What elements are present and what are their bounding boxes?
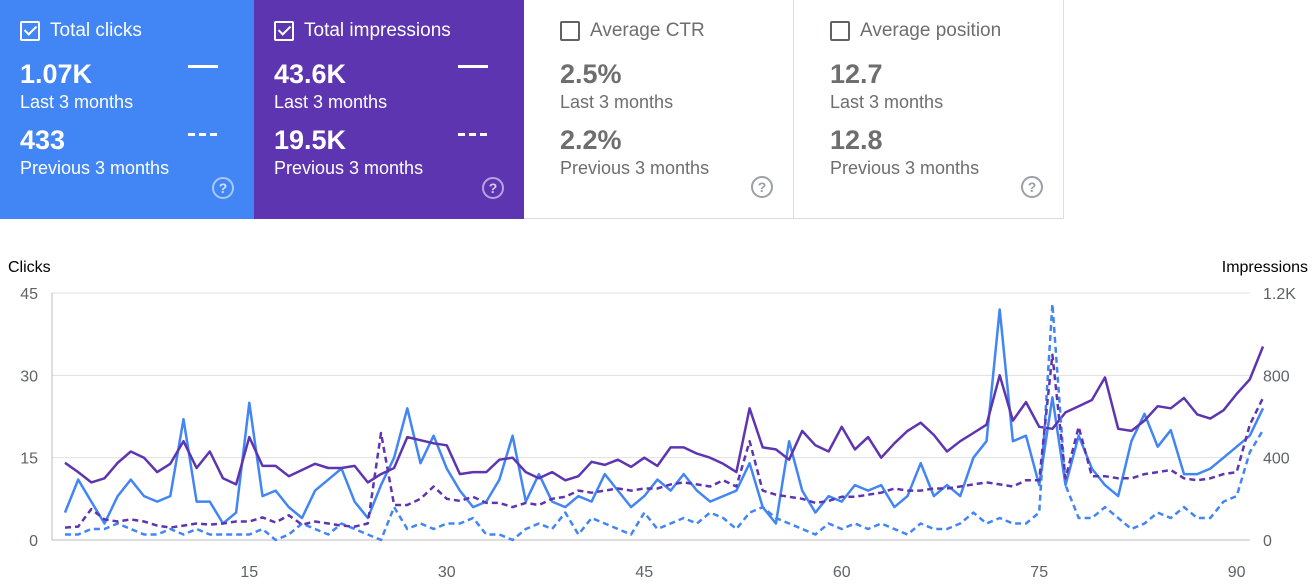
solid-line-legend-icon	[458, 65, 488, 68]
y-tick-label: 30	[20, 368, 38, 385]
help-icon[interactable]: ?	[482, 177, 504, 199]
series-lines	[63, 302, 1265, 542]
metric-previous-period: Previous 3 months	[830, 158, 980, 178]
solid-line-legend-icon	[188, 65, 218, 68]
help-icon[interactable]: ?	[1021, 176, 1043, 198]
y-tick-label: 0	[29, 533, 38, 550]
metric-period: Last 3 months	[560, 92, 674, 112]
card-total-impressions[interactable]: Total impressions 43.6K Last 3 months 19…	[254, 0, 524, 219]
card-title: Average position	[860, 20, 1002, 41]
x-tick-label: 60	[833, 564, 851, 581]
metric-period: Last 3 months	[274, 92, 388, 112]
clicks-series-line	[63, 308, 1265, 525]
metric-cards: Total clicks 1.07K Last 3 months 433 Pre…	[0, 0, 1064, 219]
card-average-position[interactable]: Average position 12.7 Last 3 months 12.8…	[794, 0, 1064, 219]
help-icon[interactable]: ?	[212, 177, 234, 199]
metric-period: Last 3 months	[20, 92, 134, 112]
dashed-line-legend-icon	[188, 133, 218, 136]
metric-value: 43.6K	[274, 59, 347, 89]
y-tick-label: 45	[20, 286, 38, 303]
axis-labels: Clicks Impressions 0 15 30 45 0 400 800 1.2K 15 3…	[8, 259, 1308, 581]
metric-value: 1.07K	[20, 59, 93, 89]
impressions-series-line	[64, 346, 1265, 486]
card-title: Average CTR	[590, 20, 705, 41]
y2-axis-label: Impressions	[1222, 259, 1308, 276]
card-title: Total impressions	[304, 20, 451, 41]
metric-value: 12.7	[830, 59, 883, 89]
checkbox-unchecked-icon[interactable]	[560, 21, 580, 41]
y-tick-label: 15	[20, 451, 38, 468]
metric-period: Last 3 months	[830, 92, 944, 112]
impressions-previous-series-line	[64, 353, 1265, 529]
help-icon[interactable]: ?	[751, 176, 773, 198]
card-title: Total clicks	[50, 20, 142, 41]
clicks-previous-series-line	[65, 302, 1265, 542]
y2-tick-label: 800	[1263, 368, 1290, 385]
card-average-ctr[interactable]: Average CTR 2.5% Last 3 months 2.2% Prev…	[524, 0, 794, 219]
x-tick-label: 75	[1030, 564, 1048, 581]
y2-tick-label: 0	[1263, 533, 1272, 550]
metric-previous-period: Previous 3 months	[560, 158, 710, 178]
y2-tick-label: 400	[1263, 451, 1290, 468]
metric-previous-value: 2.2%	[560, 125, 622, 155]
grid	[51, 292, 1250, 541]
x-tick-label: 90	[1228, 564, 1246, 581]
x-tick-label: 30	[438, 564, 456, 581]
metric-value: 2.5%	[560, 59, 622, 89]
x-tick-label: 45	[635, 564, 653, 581]
checkbox-checked-icon[interactable]	[20, 21, 40, 41]
metric-previous-value: 433	[20, 125, 66, 155]
checkbox-checked-icon[interactable]	[274, 21, 294, 41]
checkbox-unchecked-icon[interactable]	[830, 21, 850, 41]
dashed-line-legend-icon	[458, 133, 488, 136]
y-axis-label: Clicks	[8, 259, 51, 276]
performance-chart: Clicks Impressions 0 15 30 45 0 400 800 1.2K 15 3…	[8, 259, 1308, 581]
y2-tick-label: 1.2K	[1263, 286, 1296, 303]
metric-previous-value: 12.8	[830, 125, 883, 155]
x-tick-label: 15	[240, 564, 258, 581]
metric-previous-value: 19.5K	[274, 125, 347, 155]
metric-previous-period: Previous 3 months	[20, 158, 170, 178]
metric-previous-period: Previous 3 months	[274, 158, 424, 178]
card-total-clicks[interactable]: Total clicks 1.07K Last 3 months 433 Pre…	[0, 0, 254, 219]
